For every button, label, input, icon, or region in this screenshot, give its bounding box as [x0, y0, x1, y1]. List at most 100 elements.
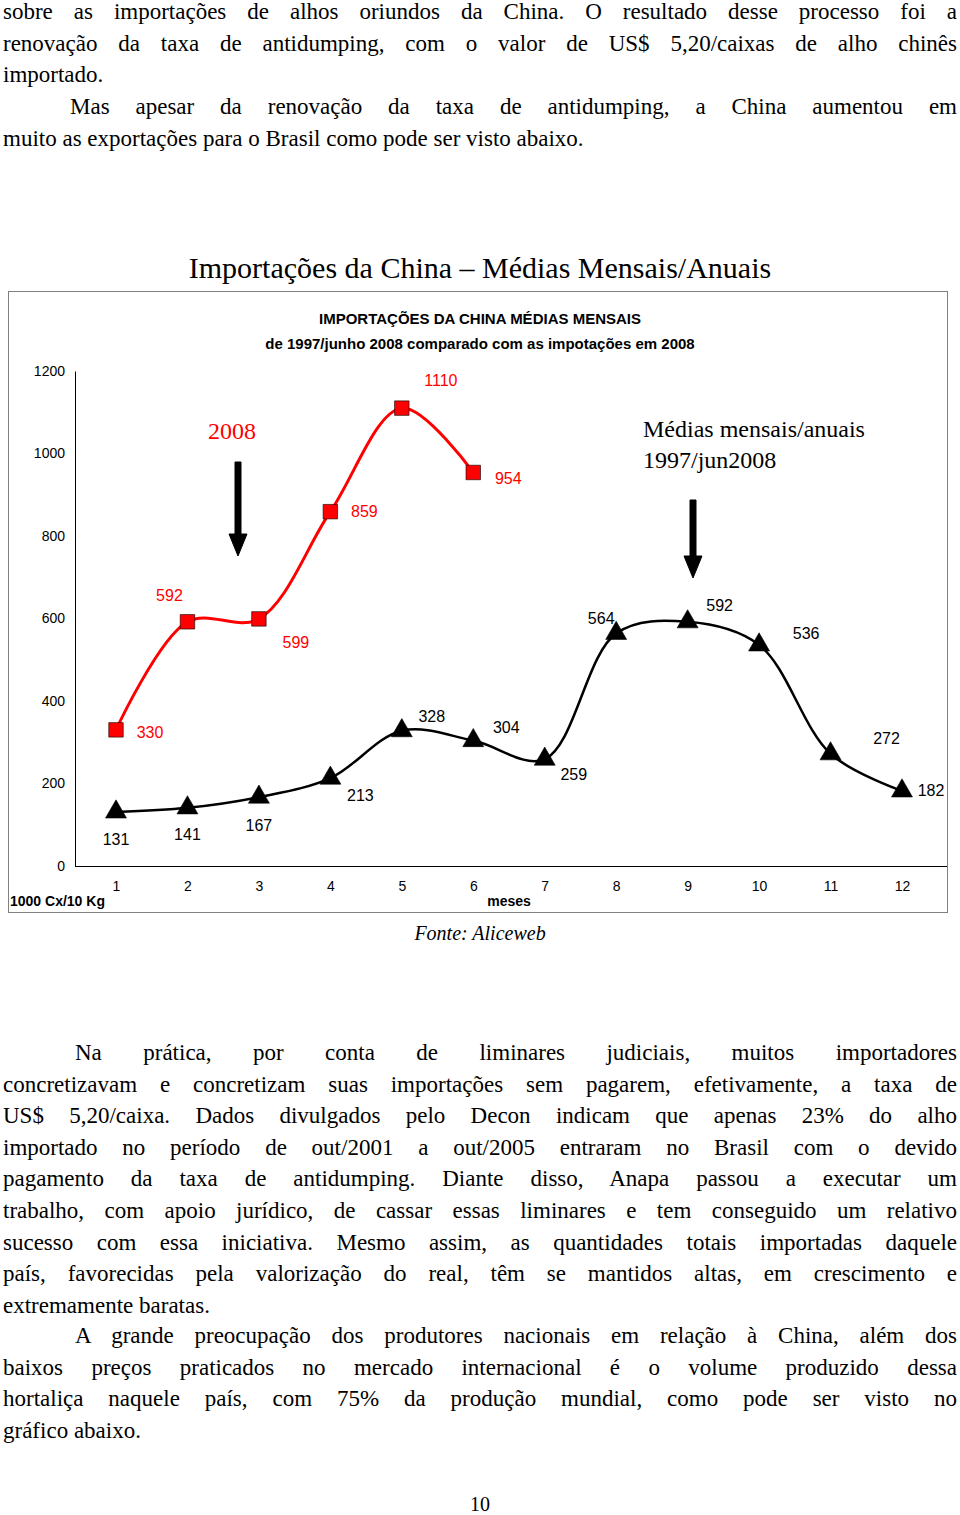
- text-line: importado no período de out/2001 a out/2…: [3, 1132, 957, 1164]
- source: Fonte: Aliceweb: [413, 922, 545, 944]
- text-line: concretizavam e concretizam suas importa…: [3, 1069, 957, 1101]
- marker: [323, 504, 337, 518]
- x-tick-label: 3: [256, 878, 264, 894]
- text-line: gráfico abaixo.: [3, 1415, 957, 1447]
- data-label: 259: [560, 766, 587, 783]
- data-label: 564: [588, 610, 615, 627]
- page-number: 10: [470, 1493, 490, 1515]
- y-tick: 800: [42, 528, 75, 544]
- x-axis-line: [117, 866, 903, 867]
- text-line: US$ 5,20/caixa. Dados divulgados pelo De…: [3, 1100, 957, 1132]
- x-tick: 4: [327, 866, 335, 894]
- x-tick-label: 2: [184, 878, 192, 894]
- x-axis-title: meses: [487, 893, 531, 909]
- marker: [534, 747, 555, 765]
- marker: [892, 779, 913, 797]
- x-tick-label: 4: [327, 878, 335, 894]
- y-tick-label: 200: [42, 775, 66, 791]
- data-label: 536: [793, 625, 820, 642]
- x-tick-label: 6: [470, 878, 478, 894]
- x-tick: 7: [541, 866, 549, 894]
- data-label: 954: [495, 470, 522, 487]
- marker: [463, 729, 484, 747]
- x-tick: 5: [398, 866, 406, 894]
- y-tick-label: 1000: [34, 445, 65, 461]
- data-label: 131: [103, 831, 130, 848]
- data-label: 304: [493, 719, 520, 736]
- x-tick-label: 9: [684, 878, 692, 894]
- plot-bottom-line: [75, 866, 947, 867]
- marker: [109, 723, 123, 737]
- marker: [677, 610, 698, 628]
- arrow: [229, 462, 247, 556]
- x-tick: 1: [113, 866, 121, 894]
- y-tick-label: 400: [42, 693, 66, 709]
- data-labels: 3305925998591110954131141167213328304259…: [103, 372, 945, 848]
- text-line: importado.: [3, 59, 957, 91]
- y-axis-line: [75, 372, 76, 867]
- y-tick: 400: [42, 693, 75, 709]
- text-line: renovação da taxa de antidumping, com o …: [3, 28, 957, 60]
- page: Importações da China – Médias Mensais/An…: [0, 0, 960, 1515]
- series-line: [116, 408, 473, 730]
- data-label: 328: [418, 708, 445, 725]
- text-line: trabalho, com apoio jurídico, de cassar …: [3, 1195, 957, 1227]
- text-line: hortaliça naquele país, com 75% da produ…: [3, 1383, 957, 1415]
- marker: [177, 796, 198, 814]
- x-tick: 8: [613, 866, 621, 894]
- y-tick-label: 1200: [34, 363, 65, 379]
- x-tick: 11: [824, 866, 839, 894]
- text-line: extremamente baratas.: [3, 1290, 957, 1322]
- y-axis-title: 1000 Cx/10 Kg: [10, 893, 105, 909]
- data-label: 859: [351, 503, 378, 520]
- data-label: 167: [246, 817, 273, 834]
- marker: [749, 633, 770, 651]
- chart-svg: Importações da China – Médias Mensais/An…: [0, 0, 960, 1515]
- text-line: Na prática, por conta de liminares judic…: [75, 1037, 957, 1069]
- marks: [106, 401, 913, 818]
- y-tick-label: 800: [42, 528, 66, 544]
- x-tick-label: 8: [613, 878, 621, 894]
- y-tick: 1000: [34, 445, 75, 461]
- y-tick: 0: [57, 858, 75, 874]
- data-label: 599: [283, 634, 310, 651]
- text-line: muito as exportações para o Brasil como …: [3, 123, 957, 155]
- marker: [180, 615, 194, 629]
- series-line: [116, 621, 902, 812]
- data-label: 1110: [424, 372, 457, 389]
- series-label: 2008: [192, 416, 272, 447]
- marker: [395, 401, 409, 415]
- data-label: 182: [918, 782, 945, 799]
- x-tick-label: 5: [398, 878, 406, 894]
- x-axis: 123456789101112: [113, 866, 911, 894]
- body: Importações da China – Médias Mensais/An…: [0, 0, 960, 1515]
- x-tick: 3: [256, 866, 264, 894]
- x-tick: 10: [752, 866, 768, 894]
- series-label: Médias mensais/anuais 1997/jun2008: [643, 414, 943, 476]
- text-line: Mas apesar da renovação da taxa de antid…: [70, 91, 957, 123]
- marker: [466, 465, 480, 479]
- x-tick: 9: [684, 866, 692, 894]
- y-tick-label: 0: [57, 858, 65, 874]
- data-label: 272: [873, 730, 900, 747]
- data-label: 330: [137, 724, 164, 741]
- x-tick: 6: [470, 866, 478, 894]
- text-line: A grande preocupação dos produtores naci…: [75, 1320, 957, 1352]
- x-tick-label: 7: [541, 878, 549, 894]
- figure-title: Importações da China – Médias Mensais/An…: [189, 251, 771, 284]
- arrows: [229, 462, 702, 578]
- chart-title: IMPORTAÇÕES DA CHINA MÉDIAS MENSAIS: [319, 310, 641, 327]
- x-tick-label: 10: [752, 878, 768, 894]
- y-axis: 020040060080010001200: [34, 363, 76, 874]
- data-label: 592: [706, 597, 733, 614]
- x-tick-label: 12: [895, 878, 911, 894]
- text-line: sobre as importações de alhos oriundos d…: [3, 0, 957, 28]
- y-tick: 1200: [34, 363, 75, 379]
- text-line: pagamento da taxa de antidumping. Diante…: [3, 1163, 957, 1195]
- marker: [248, 785, 269, 803]
- marker: [820, 742, 841, 760]
- marker: [391, 719, 412, 737]
- chart-frame: [9, 292, 948, 913]
- text-line: baixos preços praticados no mercado inte…: [3, 1352, 957, 1384]
- y-tick: 200: [42, 775, 75, 791]
